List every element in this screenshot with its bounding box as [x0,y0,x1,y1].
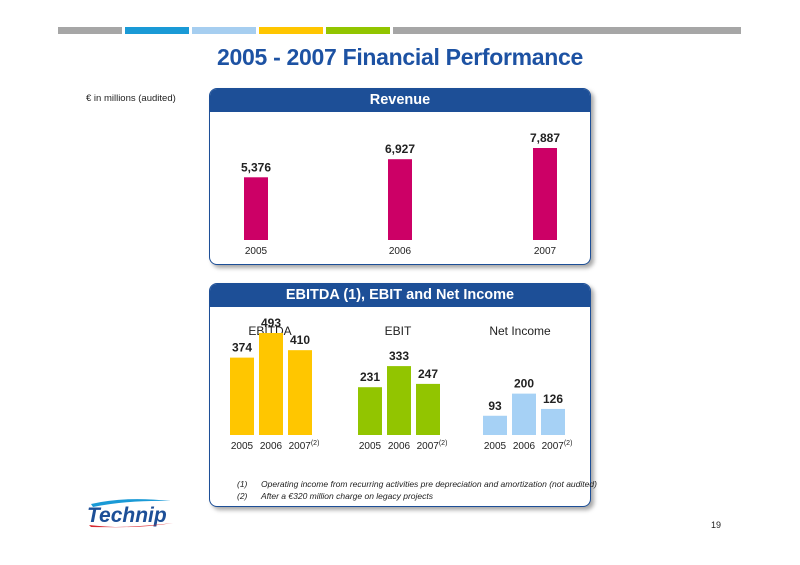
strip-segment-1 [58,27,122,34]
net-income-value-label-2007: 126 [543,392,563,406]
revenue-chart: 5,376 2005 6,927 2006 7,887 2007 [241,131,560,257]
revenue-x-tick-2007: 2007 [534,246,557,257]
ebitda-x-tick-note-2007: (2) [311,440,320,447]
footnote-2-text: After a €320 million charge on legacy pr… [261,491,433,501]
net-income-bar-2006 [512,393,536,435]
net-income-x-tick-2005: 2005 [484,441,507,452]
ebit-value-label-2006: 333 [389,349,409,363]
revenue-x-tick-2005: 2005 [245,246,268,257]
net-income-bar-2007 [541,408,565,435]
strip-segment-2 [125,27,189,34]
strip-segment-3 [192,27,256,34]
ebit-value-label-2005: 231 [360,370,380,384]
earnings-chart: EBITDA374200549320064102007(2)EBIT231200… [230,316,573,452]
net-income-bar-2005 [483,415,507,435]
strip-segment-6 [393,27,741,34]
group-title-ebit: EBIT [385,324,412,338]
revenue-value-label-2005: 5,376 [241,160,271,174]
revenue-bar-2006 [388,159,412,240]
footnote-2-number: (2) [237,491,248,501]
revenue-bar-2007 [533,148,557,240]
footnotes: (1) Operating income from recurring activ… [237,478,597,502]
ebitda-x-tick-2007: 2007(2) [289,440,320,452]
ebitda-value-label-2006: 493 [261,316,281,330]
footnote-1-text: Operating income from recurring activiti… [261,479,597,489]
revenue-bar-2005 [244,177,268,240]
ebit-x-tick-2005: 2005 [359,441,382,452]
earnings-panel: EBITDA (1), EBIT and Net Income EBITDA 37… [209,283,591,507]
page-title: 2005 - 2007 Financial Performance [217,44,583,70]
net-income-x-tick-2007: 2007(2) [542,440,573,452]
ebit-x-tick-2006: 2006 [388,441,411,452]
revenue-x-tick-2006: 2006 [389,246,412,257]
ebit-bar-2006 [387,366,411,435]
revenue-panel: Revenue 5,376 2005 6,927 2006 7,887 2007 [209,88,591,265]
net-income-value-label-2006: 200 [514,377,534,391]
ebitda-bar-2007 [288,350,312,435]
ebit-bar-2007 [416,383,440,435]
page-number: 19 [711,520,722,530]
group-title-net-income: Net Income [489,324,551,338]
ebitda-bar-2005 [230,357,254,435]
net-income-x-tick-2006: 2006 [513,441,536,452]
revenue-panel-title: Revenue [210,89,590,112]
ebit-bar-2005 [358,387,382,435]
ebit-x-tick-2007: 2007(2) [417,440,448,452]
net-income-value-label-2005: 93 [488,399,502,413]
ebitda-x-tick-2006: 2006 [260,441,283,452]
units-note: € in millions (audited) [86,93,176,104]
logo-swoosh-bottom [89,523,173,528]
ebitda-bar-2006 [259,333,283,435]
strip-segment-4 [259,27,323,34]
footnote-1: (1) Operating income from recurring activ… [237,478,597,490]
ebit-x-tick-note-2007: (2) [439,440,448,447]
ebitda-value-label-2007: 410 [290,333,310,347]
footnote-2: (2) After a €320 million charge on legacy… [237,490,597,502]
earnings-panel-title: EBITDA (1), EBIT and Net Income [210,284,590,307]
ebitda-value-label-2005: 374 [232,341,252,355]
footnote-1-number: (1) [237,479,248,489]
net-income-x-tick-note-2007: (2) [564,440,573,447]
logo-swoosh-top [91,499,171,507]
technip-logo: Technip [87,499,173,528]
ebit-value-label-2007: 247 [418,367,438,381]
logo-wordmark: Technip [87,504,167,527]
strip-segment-5 [326,27,390,34]
revenue-value-label-2006: 6,927 [385,142,415,156]
ebitda-x-tick-2005: 2005 [231,441,254,452]
revenue-value-label-2007: 7,887 [530,131,560,145]
